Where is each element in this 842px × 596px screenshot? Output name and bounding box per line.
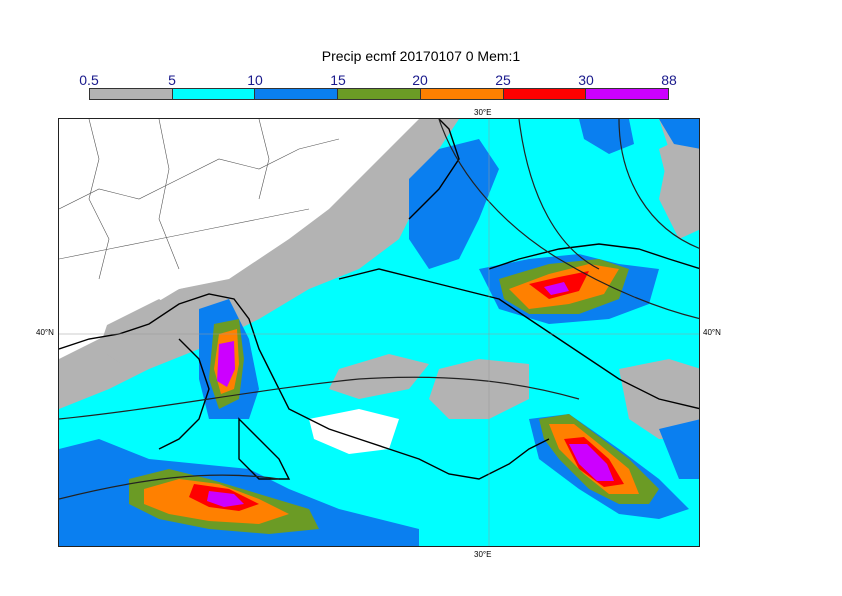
legend-color-bar <box>89 88 669 100</box>
legend-value: 20 <box>412 72 428 88</box>
legend-value: 30 <box>578 72 594 88</box>
map-canvas <box>59 119 699 546</box>
precip-area <box>409 139 499 269</box>
precip-area <box>579 119 634 154</box>
legend-value: 5 <box>168 72 176 88</box>
no-precip-area <box>309 409 399 454</box>
precipitation-map <box>58 118 700 547</box>
legend-value: 0.5 <box>79 72 99 88</box>
lon-label-bottom: 30°E <box>474 550 492 559</box>
precip-area <box>329 354 429 399</box>
legend-swatch <box>502 89 586 99</box>
no-precip-area <box>59 119 349 339</box>
country-borders <box>59 119 340 280</box>
lat-label-right: 40°N <box>703 328 721 337</box>
precip-area <box>544 282 569 295</box>
legend-value: 25 <box>495 72 511 88</box>
precip-area <box>569 444 614 481</box>
precip-area <box>659 129 699 199</box>
lat-label-left: 40°N <box>36 328 54 337</box>
precip-area <box>429 359 529 419</box>
contour-lines <box>59 119 699 500</box>
lon-label-top: 30°E <box>474 108 492 117</box>
legend-swatch <box>585 89 669 99</box>
coastlines <box>59 119 699 480</box>
legend-swatch <box>419 89 503 99</box>
precip-area <box>207 491 244 507</box>
legend-swatch <box>337 89 420 99</box>
legend-value: 88 <box>661 72 677 88</box>
color-legend: 0.5 5 10 15 20 25 30 88 <box>79 72 677 102</box>
precip-area <box>659 119 699 149</box>
legend-swatch <box>90 89 172 99</box>
legend-value: 10 <box>247 72 263 88</box>
map-title: Precip ecmf 20170107 0 Mem:1 <box>321 48 521 64</box>
legend-value: 15 <box>330 72 346 88</box>
legend-swatch <box>254 89 338 99</box>
precip-area <box>217 341 235 387</box>
legend-swatch <box>171 89 255 99</box>
precip-area <box>659 419 699 479</box>
